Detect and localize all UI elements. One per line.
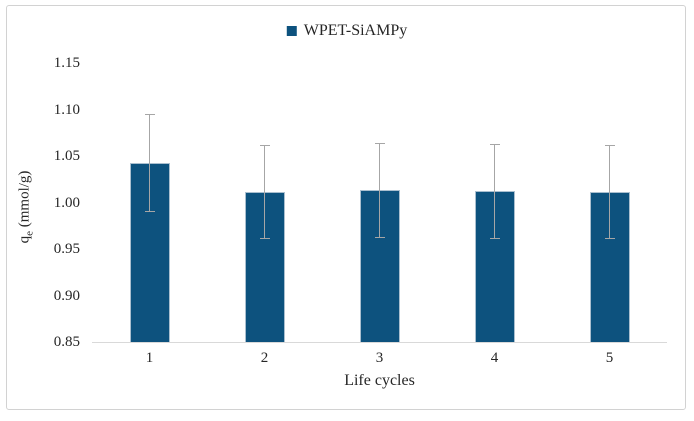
y-tick-label: 1.05 [53, 148, 80, 164]
x-axis-title: Life cycles [344, 372, 415, 389]
legend-square-icon [286, 26, 297, 36]
error-bar-cap [604, 144, 615, 146]
legend: WPET-SiAMPy [286, 22, 408, 40]
x-tick-label: 4 [490, 350, 499, 366]
error-bar [149, 114, 150, 212]
y-axis-title-subscript: e [23, 231, 36, 236]
x-axis-line [92, 342, 667, 343]
y-tick-label: 0.85 [53, 334, 80, 350]
error-bar-cap [144, 114, 155, 116]
error-bar-cap [144, 210, 155, 212]
bar [589, 192, 630, 342]
error-bar-cap [259, 237, 270, 239]
x-tick-label: 3 [375, 350, 384, 366]
y-tick-label: 0.95 [53, 241, 80, 257]
error-bar [609, 144, 610, 239]
legend-label: WPET-SiAMPy [303, 22, 408, 39]
y-tick-label: 1.15 [53, 55, 80, 71]
x-tick-label: 2 [260, 350, 269, 366]
error-bar-cap [604, 237, 615, 239]
error-bar-cap [489, 143, 500, 145]
y-tick-label: 1.00 [53, 194, 80, 211]
error-bar-cap [489, 237, 500, 239]
figure-border [6, 5, 686, 410]
x-tick-label: 1 [145, 350, 154, 366]
error-bar-cap [374, 236, 385, 238]
error-bar-cap [374, 142, 385, 144]
error-bar [379, 142, 380, 238]
y-tick-label: 1.10 [53, 101, 80, 118]
x-tick-label: 5 [605, 350, 614, 366]
error-bar [264, 144, 265, 239]
error-bar-cap [259, 144, 270, 146]
y-tick-label: 0.90 [53, 287, 80, 304]
error-bar [494, 143, 495, 239]
